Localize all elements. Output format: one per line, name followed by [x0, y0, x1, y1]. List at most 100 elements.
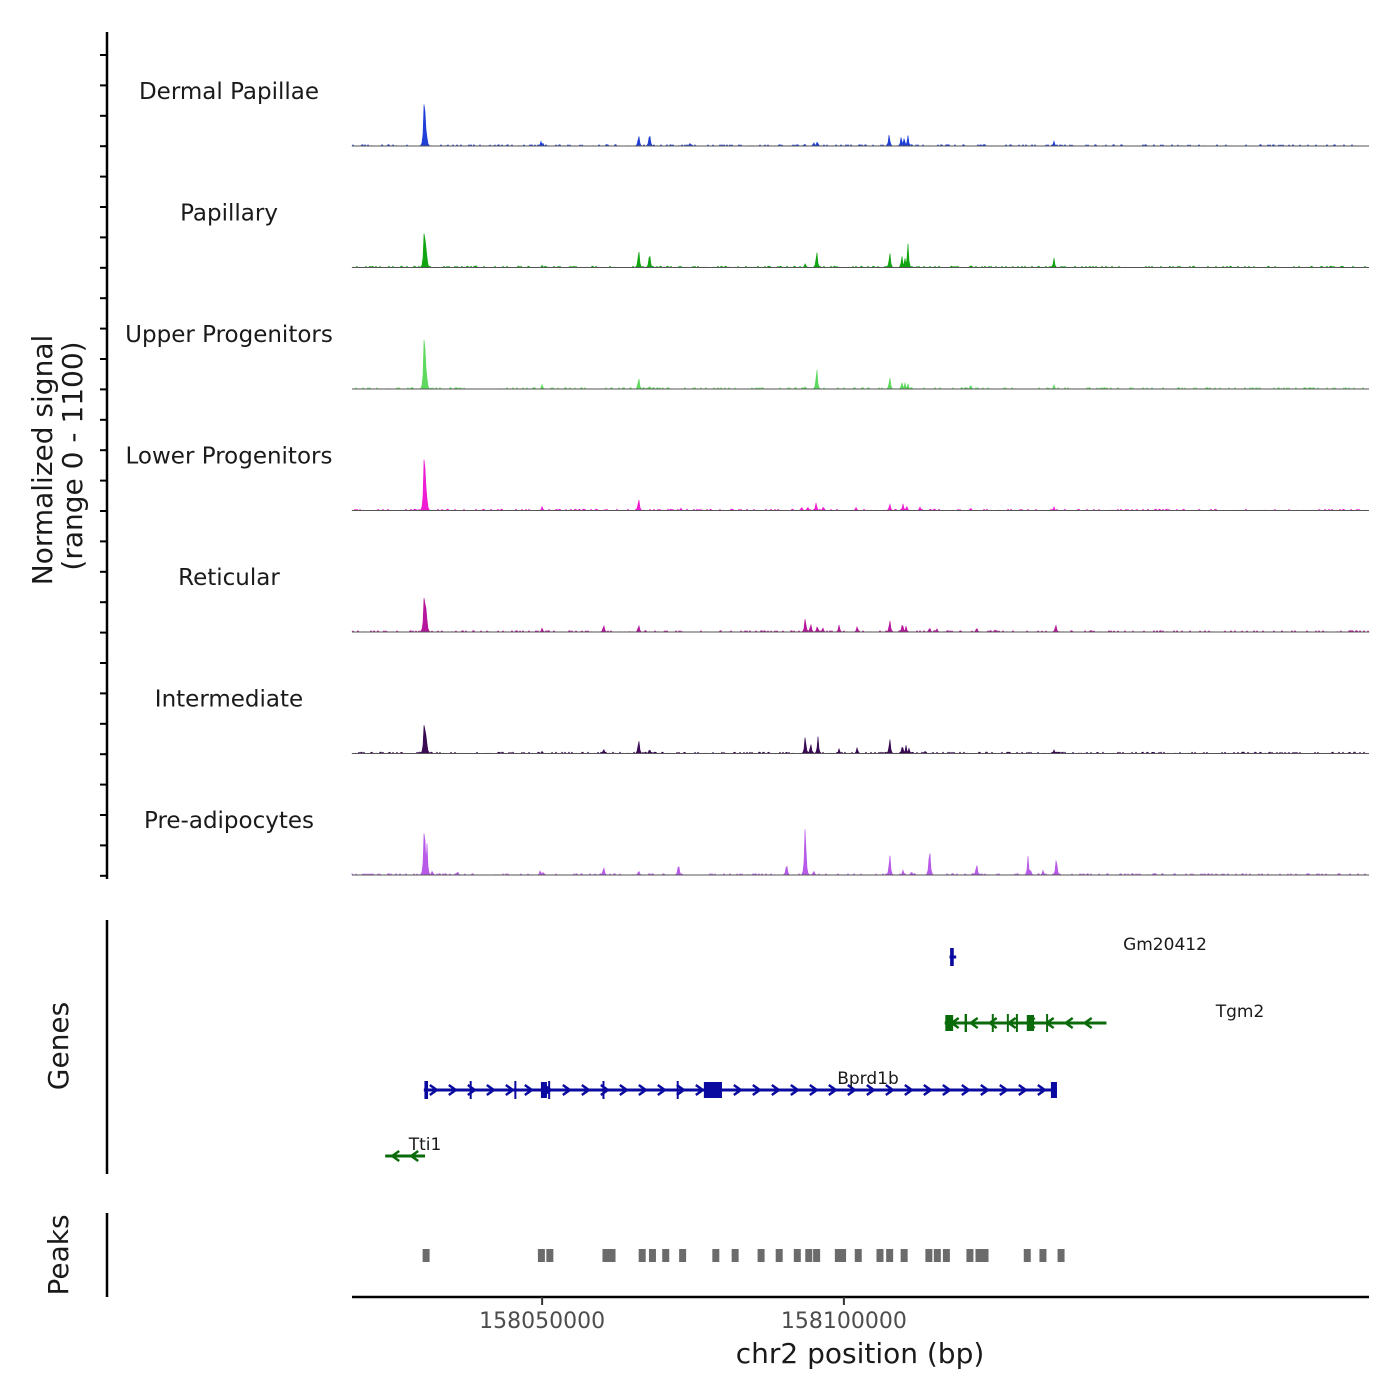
- peak-region: [648, 1249, 656, 1262]
- peaks-panel-label: Peaks: [42, 1214, 75, 1295]
- strand-chevron: [486, 1083, 496, 1097]
- x-axis-ticks: 158050000 158100000: [479, 1297, 907, 1334]
- track-label: Dermal Papillae: [139, 79, 319, 105]
- strand-chevron: [448, 1083, 458, 1097]
- track-pre-adipocytes: Pre-adipocytes: [144, 808, 1370, 876]
- exon: [424, 1081, 429, 1099]
- peak-region: [886, 1249, 894, 1262]
- peak-region: [731, 1249, 739, 1262]
- track-lower-progenitors: Lower Progenitors: [126, 444, 1370, 511]
- gene-bprd1b: Bprd1b: [423, 1069, 1057, 1099]
- exon: [1046, 1014, 1049, 1032]
- track-label: Reticular: [178, 565, 280, 591]
- gene-label: Tgm2: [1215, 1002, 1265, 1022]
- peak-region: [602, 1249, 610, 1262]
- track-label: Lower Progenitors: [126, 444, 333, 470]
- gene-tgm2: Tgm2: [944, 1002, 1265, 1032]
- x-axis-title: chr2 position (bp): [736, 1337, 985, 1370]
- strand-chevron: [847, 1083, 857, 1097]
- peak-region: [757, 1249, 765, 1262]
- strand-chevron: [390, 1149, 400, 1163]
- strand-chevron: [581, 1083, 591, 1097]
- x-tick-label: 158050000: [479, 1309, 605, 1334]
- peak-region: [813, 1249, 821, 1262]
- peak-region: [608, 1249, 616, 1262]
- strand-chevron: [828, 1083, 838, 1097]
- gene-tti1: Tti1: [385, 1135, 442, 1163]
- strand-chevron: [752, 1083, 762, 1097]
- strand-chevron: [619, 1083, 629, 1097]
- peak-region: [876, 1249, 884, 1262]
- peak-region: [966, 1249, 974, 1262]
- strand-chevron: [980, 1083, 990, 1097]
- exon: [540, 1082, 547, 1098]
- track-papillary: Papillary: [180, 201, 1370, 268]
- exon: [1026, 1015, 1035, 1031]
- strand-chevron: [1082, 1016, 1093, 1030]
- signal-range-label: (range 0 - 1100): [56, 341, 89, 570]
- strand-chevron: [771, 1083, 781, 1097]
- gene-label: Bprd1b: [837, 1069, 899, 1089]
- strand-chevron: [1018, 1083, 1028, 1097]
- strand-chevron: [409, 1149, 419, 1163]
- gene-gm20412: Gm20412: [949, 935, 1207, 966]
- gene-annotations: Gm20412 Tgm2 Bprd1b Tti1: [385, 935, 1265, 1163]
- strand-chevron: [733, 1083, 743, 1097]
- coverage-area: [351, 725, 1370, 754]
- strand-chevron: [562, 1083, 572, 1097]
- peak-region: [981, 1249, 989, 1262]
- peak-region: [546, 1249, 554, 1262]
- strand-chevron: [968, 1016, 979, 1030]
- exon: [950, 948, 954, 966]
- gene-label: Tti1: [408, 1135, 442, 1155]
- peak-region: [805, 1249, 813, 1262]
- track-label: Pre-adipocytes: [144, 808, 314, 834]
- peak-region: [638, 1249, 646, 1262]
- strand-chevron: [923, 1083, 933, 1097]
- coverage-area: [351, 829, 1370, 876]
- peak-region: [942, 1249, 950, 1262]
- track-intermediate: Intermediate: [155, 687, 1370, 754]
- peak-region: [1057, 1249, 1065, 1262]
- strand-chevron: [1063, 1016, 1074, 1030]
- peak-region: [662, 1249, 670, 1262]
- track-label: Upper Progenitors: [125, 322, 333, 348]
- strand-chevron: [524, 1083, 534, 1097]
- track-label: Papillary: [180, 201, 278, 227]
- exon: [469, 1081, 472, 1099]
- peak-region: [775, 1249, 783, 1262]
- track-reticular: Reticular: [178, 565, 1370, 633]
- exon: [703, 1082, 722, 1098]
- peak-region: [537, 1249, 545, 1262]
- exon: [602, 1081, 605, 1099]
- exon: [991, 1014, 994, 1032]
- strand-chevron: [885, 1083, 895, 1097]
- peak-region: [1039, 1249, 1047, 1262]
- peak-region: [839, 1249, 847, 1262]
- peak-region: [712, 1249, 720, 1262]
- peak-region: [679, 1249, 687, 1262]
- exon: [676, 1081, 679, 1099]
- peak-region: [975, 1249, 983, 1262]
- peak-region: [422, 1249, 430, 1262]
- strand-chevron: [695, 1083, 705, 1097]
- peak-region: [793, 1249, 801, 1262]
- coverage-area: [351, 339, 1370, 390]
- strand-chevron: [961, 1083, 971, 1097]
- gene-label: Gm20412: [1123, 935, 1207, 955]
- peak-region: [900, 1249, 908, 1262]
- coverage-tracks: Dermal Papillae Papillary Upper Progenitor…: [125, 79, 1370, 876]
- peak-region: [925, 1249, 933, 1262]
- genes-panel-label: Genes: [42, 1002, 75, 1090]
- strand-chevron: [676, 1083, 686, 1097]
- exon: [964, 1014, 968, 1032]
- peak-region: [1023, 1249, 1031, 1262]
- strand-chevron: [505, 1083, 515, 1097]
- track-upper-progenitors: Upper Progenitors: [125, 322, 1370, 390]
- peak-regions: [422, 1249, 1065, 1262]
- peak-region: [834, 1249, 842, 1262]
- strand-chevron: [904, 1083, 914, 1097]
- strand-chevron: [638, 1083, 648, 1097]
- strand-chevron: [942, 1083, 952, 1097]
